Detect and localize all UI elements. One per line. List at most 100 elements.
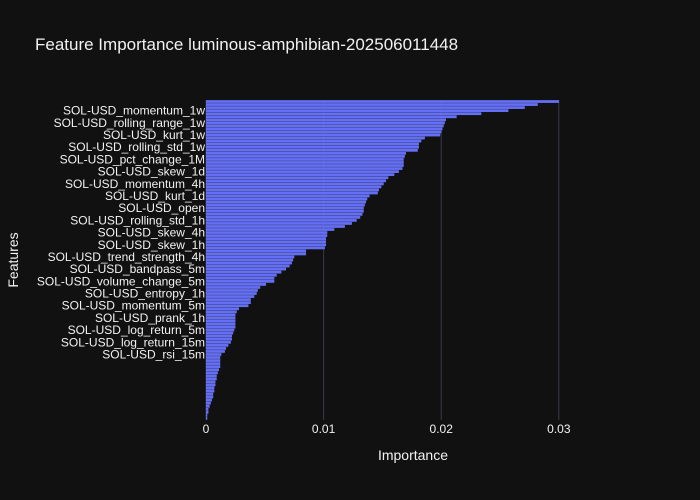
bar <box>205 353 222 356</box>
bar <box>205 417 208 420</box>
bar <box>205 340 231 344</box>
bar <box>205 249 307 253</box>
bar <box>205 252 307 256</box>
bar <box>205 295 255 298</box>
bar <box>205 124 444 128</box>
y-axis-title: Features <box>5 232 21 287</box>
bar <box>205 222 352 225</box>
bar <box>205 145 419 149</box>
bar <box>205 170 399 173</box>
x-tick-labels: 0 0.01 0.02 0.03 <box>203 422 571 436</box>
bar <box>205 106 525 109</box>
bar <box>205 182 384 186</box>
bar <box>205 414 208 417</box>
bar <box>205 133 441 137</box>
bar <box>205 219 357 222</box>
bar <box>205 194 370 198</box>
y-tick-label: SOL-USD_momentum_4h <box>65 177 205 191</box>
y-tick-label: SOL-USD_skew_4h <box>98 226 205 240</box>
bar <box>205 121 445 125</box>
y-tick-label: SOL-USD_prank_1h <box>95 311 205 325</box>
y-tick-label: SOL-USD_momentum_1w <box>63 104 205 118</box>
y-tick-label: SOL-USD_rolling_range_1w <box>54 116 206 130</box>
bar <box>205 115 457 119</box>
bar <box>205 301 251 305</box>
y-tick-label: SOL-USD_rsi_15m <box>102 347 205 361</box>
y-tick-label: SOL-USD_kurt_1w <box>103 128 205 142</box>
bar <box>205 276 275 280</box>
y-tick-labels: SOL-USD_momentum_1wSOL-USD_rolling_range… <box>37 104 205 362</box>
bar <box>205 109 509 113</box>
bar <box>205 191 378 195</box>
bar <box>205 316 236 320</box>
bar <box>205 164 404 167</box>
bar <box>205 209 364 213</box>
bar <box>205 328 235 332</box>
y-tick-label: SOL-USD_rolling_std_1h <box>70 213 205 227</box>
bar <box>205 225 345 228</box>
bar <box>205 130 442 134</box>
bar <box>205 267 287 271</box>
bar <box>205 155 405 158</box>
bar <box>205 228 335 231</box>
bar <box>205 158 404 161</box>
bar <box>205 212 363 216</box>
bar <box>205 325 236 329</box>
bar <box>205 365 221 369</box>
bar <box>205 283 267 286</box>
bar <box>205 368 220 372</box>
bar <box>205 404 210 408</box>
bar <box>205 215 361 219</box>
y-tick-label: SOL-USD_pct_change_1M <box>60 152 205 166</box>
bar <box>205 231 328 234</box>
x-axis-title: Importance <box>378 447 448 463</box>
bar <box>205 350 225 353</box>
bar <box>205 246 325 250</box>
chart-title: Feature Importance luminous-amphibian-20… <box>35 35 458 54</box>
bar <box>205 136 425 140</box>
bar <box>205 292 257 295</box>
bar <box>205 173 395 177</box>
bar <box>205 200 367 204</box>
y-tick-label: SOL-USD_kurt_1d <box>105 189 205 203</box>
bar <box>205 139 422 143</box>
bar <box>205 389 215 393</box>
y-tick-label: SOL-USD_volume_change_5m <box>37 274 205 288</box>
bar <box>205 337 232 341</box>
bar <box>205 319 236 323</box>
bar <box>205 188 379 192</box>
bar <box>205 264 290 268</box>
bar <box>205 298 251 301</box>
bar <box>205 377 217 381</box>
bar <box>205 206 364 210</box>
bar <box>205 148 418 152</box>
bar <box>205 240 327 244</box>
bar <box>205 362 221 365</box>
bar <box>205 289 258 292</box>
bar <box>205 395 214 399</box>
bar <box>205 371 218 375</box>
bar <box>205 197 368 201</box>
bar <box>205 142 419 146</box>
bar <box>205 374 217 378</box>
bar <box>205 343 229 347</box>
bar <box>205 331 234 335</box>
bar <box>205 179 387 183</box>
bar <box>205 304 249 308</box>
y-tick-label: SOL-USD_bandpass_5m <box>70 262 205 276</box>
bar <box>205 185 382 189</box>
bar <box>205 118 447 122</box>
bar <box>205 127 443 131</box>
bar <box>205 167 403 170</box>
bar <box>205 307 240 311</box>
bar <box>205 279 275 283</box>
y-tick-label: SOL-USD_momentum_5m <box>62 299 205 313</box>
bar <box>205 392 214 396</box>
y-tick-label: SOL-USD_trend_strength_4h <box>48 250 205 264</box>
bar <box>205 347 227 350</box>
x-tick-label: 0.03 <box>547 422 571 436</box>
x-tick-label: 0.02 <box>430 422 454 436</box>
bar <box>205 386 215 390</box>
bar <box>205 286 261 289</box>
